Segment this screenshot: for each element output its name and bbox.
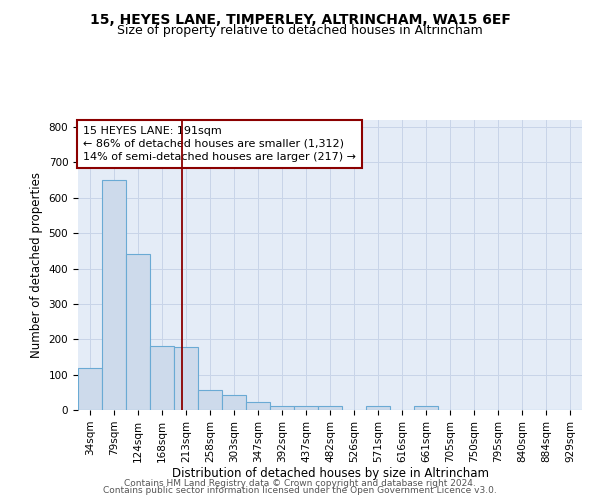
Text: Size of property relative to detached houses in Altrincham: Size of property relative to detached ho… xyxy=(117,24,483,37)
Bar xyxy=(318,406,342,410)
Bar xyxy=(414,406,438,410)
Bar xyxy=(150,346,174,410)
Bar xyxy=(222,395,246,410)
Text: 15 HEYES LANE: 191sqm
← 86% of detached houses are smaller (1,312)
14% of semi-d: 15 HEYES LANE: 191sqm ← 86% of detached … xyxy=(83,126,356,162)
Text: Contains HM Land Registry data © Crown copyright and database right 2024.: Contains HM Land Registry data © Crown c… xyxy=(124,478,476,488)
Bar xyxy=(294,406,318,410)
X-axis label: Distribution of detached houses by size in Altrincham: Distribution of detached houses by size … xyxy=(172,468,488,480)
Text: Contains public sector information licensed under the Open Government Licence v3: Contains public sector information licen… xyxy=(103,486,497,495)
Bar xyxy=(198,390,222,410)
Bar xyxy=(174,347,198,410)
Bar xyxy=(78,368,102,410)
Bar xyxy=(246,402,270,410)
Bar xyxy=(126,254,150,410)
Bar xyxy=(366,406,390,410)
Text: 15, HEYES LANE, TIMPERLEY, ALTRINCHAM, WA15 6EF: 15, HEYES LANE, TIMPERLEY, ALTRINCHAM, W… xyxy=(89,12,511,26)
Y-axis label: Number of detached properties: Number of detached properties xyxy=(30,172,43,358)
Bar xyxy=(270,406,294,410)
Bar xyxy=(102,180,126,410)
